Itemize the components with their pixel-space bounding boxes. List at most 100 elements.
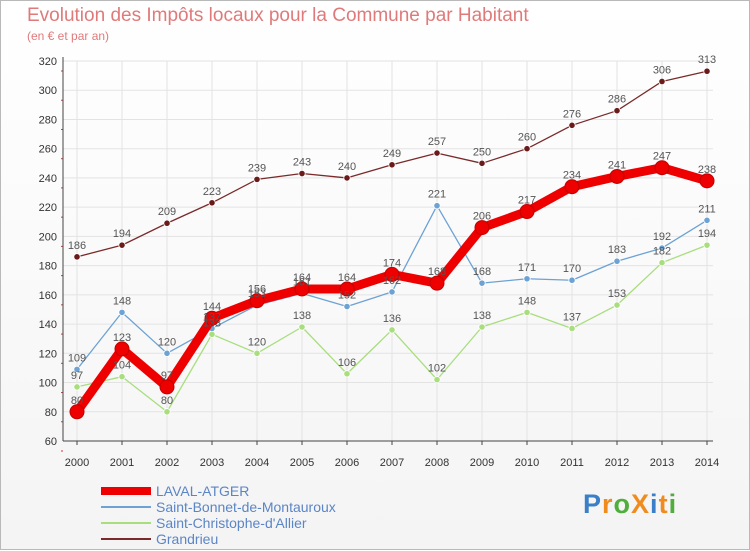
data-point xyxy=(73,253,81,261)
data-point xyxy=(609,168,625,184)
data-label: 306 xyxy=(653,64,671,76)
data-label: 286 xyxy=(608,94,626,106)
data-label: 211 xyxy=(698,203,716,215)
x-tick-label: 2007 xyxy=(380,457,404,469)
data-label: 206 xyxy=(473,211,491,223)
data-label: 164 xyxy=(293,272,311,284)
data-point xyxy=(658,77,666,86)
data-point xyxy=(339,281,355,297)
x-tick-label: 2009 xyxy=(470,457,494,469)
data-point xyxy=(253,175,261,183)
data-point xyxy=(208,330,216,338)
y-tick-label: 60 xyxy=(45,436,57,448)
data-label: 238 xyxy=(698,164,716,176)
data-point xyxy=(429,275,445,291)
data-point xyxy=(478,279,486,287)
data-point xyxy=(568,324,576,333)
data-label: 192 xyxy=(653,231,671,243)
data-label: 97 xyxy=(71,370,83,382)
data-label: 80 xyxy=(161,395,173,407)
x-tick-label: 2003 xyxy=(200,457,224,469)
chart-subtitle: (en € et par an) xyxy=(27,29,110,43)
legend-label-0: LAVAL-ATGER xyxy=(156,483,250,499)
data-point xyxy=(343,370,351,378)
data-point xyxy=(519,204,535,220)
data-point xyxy=(298,169,306,178)
legend-label-2: Saint-Christophe-d'Allier xyxy=(156,515,307,531)
data-point xyxy=(433,149,441,157)
x-tick-label: 2002 xyxy=(155,457,179,469)
data-label: 313 xyxy=(698,54,716,66)
data-label: 223 xyxy=(203,186,221,198)
data-point xyxy=(253,349,261,357)
proxiti-logo: ProXiti xyxy=(583,489,677,520)
data-point xyxy=(523,275,531,283)
legend-swatch-1 xyxy=(101,506,151,508)
x-tick-label: 2013 xyxy=(650,457,674,469)
data-point xyxy=(163,349,171,357)
data-point xyxy=(118,241,126,249)
y-tick-label: 180 xyxy=(39,261,57,273)
data-point xyxy=(564,179,580,195)
data-label: 194 xyxy=(698,228,716,240)
legend-item: Saint-Bonnet-de-Montauroux xyxy=(101,499,421,515)
y-tick-label: 260 xyxy=(39,144,57,156)
data-label: 168 xyxy=(473,266,491,278)
legend-label-1: Saint-Bonnet-de-Montauroux xyxy=(156,499,336,515)
data-label: 194 xyxy=(113,228,131,240)
data-label: 138 xyxy=(293,310,311,322)
data-point xyxy=(118,373,126,381)
data-point xyxy=(703,216,711,224)
data-label: 102 xyxy=(428,363,446,375)
data-label: 240 xyxy=(338,161,356,173)
data-point xyxy=(613,257,621,265)
data-label: 152 xyxy=(338,290,356,302)
data-label: 120 xyxy=(158,336,176,348)
logo-letter: t xyxy=(658,489,669,519)
x-tick-label: 2000 xyxy=(65,457,89,469)
logo-letter: i xyxy=(650,489,659,519)
legend-swatch-3 xyxy=(101,538,151,540)
data-point xyxy=(388,326,396,334)
logo-letter: i xyxy=(668,489,678,519)
legend-item: Saint-Christophe-d'Allier xyxy=(101,515,421,531)
data-label: 168 xyxy=(428,266,446,278)
data-label: 156 xyxy=(248,284,266,296)
data-label: 260 xyxy=(518,132,536,144)
y-tick-label: 200 xyxy=(39,231,57,243)
data-label: 276 xyxy=(563,108,581,120)
data-label: 133 xyxy=(203,317,221,329)
data-point xyxy=(69,404,85,420)
data-point xyxy=(388,288,396,296)
data-label: 161 xyxy=(293,276,311,288)
data-label: 171 xyxy=(518,262,536,274)
data-point xyxy=(613,301,621,309)
data-label: 182 xyxy=(653,246,671,258)
y-tick-label: 300 xyxy=(39,85,57,97)
data-point xyxy=(433,376,441,384)
data-point xyxy=(478,159,486,167)
data-label: 109 xyxy=(68,352,86,364)
data-point xyxy=(249,293,265,309)
data-point xyxy=(658,244,666,252)
data-label: 241 xyxy=(608,159,626,171)
y-tick-label: 120 xyxy=(39,348,57,360)
data-label: 153 xyxy=(608,288,626,300)
data-label: 120 xyxy=(248,336,266,348)
data-point xyxy=(568,121,576,129)
data-point xyxy=(703,241,711,249)
y-tick-label: 240 xyxy=(39,173,57,185)
data-label: 174 xyxy=(383,257,401,269)
data-label: 221 xyxy=(428,189,446,201)
y-tick-label: 160 xyxy=(39,290,57,302)
data-label: 217 xyxy=(518,195,536,207)
legend-item: LAVAL-ATGER xyxy=(101,483,421,499)
data-point xyxy=(343,302,351,311)
data-point xyxy=(613,107,621,115)
data-label: 123 xyxy=(113,332,131,344)
legend-label-3: Grandrieu xyxy=(156,531,219,547)
data-point xyxy=(523,145,531,153)
data-label: 80 xyxy=(71,395,83,407)
data-label: 249 xyxy=(383,148,401,160)
